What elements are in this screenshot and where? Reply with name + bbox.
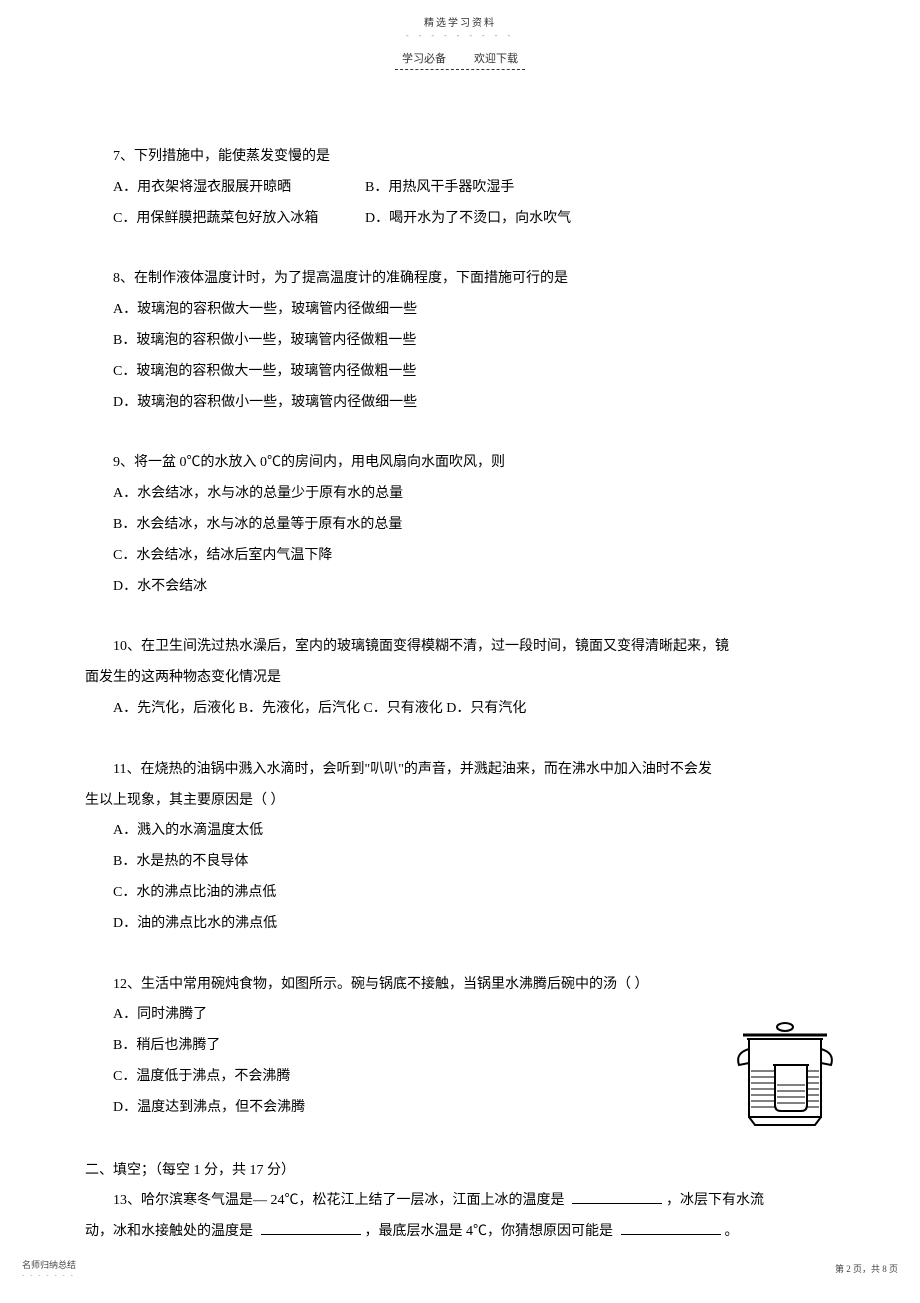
q8-stem: 8、在制作液体温度计时，为了提高温度计的准确程度，下面措施可行的是 bbox=[85, 264, 835, 295]
q12-opt-d: D．温度达到沸点，但不会沸腾 bbox=[85, 1093, 835, 1124]
fill-blank-1 bbox=[572, 1190, 662, 1204]
q8-opt-a: A．玻璃泡的容积做大一些，玻璃管内径做细一些 bbox=[85, 295, 835, 326]
q11-opt-d: D．油的沸点比水的沸点低 bbox=[85, 909, 835, 940]
q13-line1: 13、哈尔滨寒冬气温是— 24℃，松花江上结了一层冰，江面上冰的温度是 ，冰层下… bbox=[85, 1186, 835, 1217]
q12-opt-c: C．温度低于沸点，不会沸腾 bbox=[85, 1062, 835, 1093]
q10-stem-1: 10、在卫生间洗过热水澡后，室内的玻璃镜面变得模糊不清，过一段时间，镜面又变得清… bbox=[85, 632, 835, 663]
footer-left-main: 名师归纳总结 bbox=[22, 1258, 76, 1271]
header-sub-left: 学习必备 bbox=[402, 53, 446, 65]
q9-stem: 9、将一盆 0℃的水放入 0℃的房间内，用电风扇向水面吹风，则 bbox=[85, 448, 835, 479]
q11-opt-c: C．水的沸点比油的沸点低 bbox=[85, 878, 835, 909]
header-sub: 学习必备 欢迎下载 bbox=[0, 50, 920, 66]
fill-blank-2 bbox=[261, 1221, 361, 1235]
q13-p2c: 。 bbox=[725, 1224, 739, 1239]
q8-opt-c: C．玻璃泡的容积做大一些，玻璃管内径做粗一些 bbox=[85, 357, 835, 388]
fill-blank-3 bbox=[621, 1221, 721, 1235]
q10-opts: A．先汽化，后液化 B．先液化，后汽化 C．只有液化 D．只有汽化 bbox=[85, 694, 835, 725]
header-top: 精选学习资料 bbox=[0, 0, 920, 29]
footer-left-sub: - - - - - - - bbox=[22, 1271, 76, 1279]
footer-left: 名师归纳总结 - - - - - - - bbox=[22, 1258, 76, 1279]
q13-p2a: 动，冰和水接触处的温度是 bbox=[85, 1224, 257, 1239]
q12-stem: 12、生活中常用碗炖食物，如图所示。碗与锅底不接触，当锅里水沸腾后碗中的汤（ ） bbox=[85, 970, 835, 1001]
header-dots: - - - - - - - - - bbox=[0, 31, 920, 40]
q9-opt-b: B．水会结冰，水与冰的总量等于原有水的总量 bbox=[85, 510, 835, 541]
q8-opt-b: B．玻璃泡的容积做小一些，玻璃管内径做粗一些 bbox=[85, 326, 835, 357]
q12-opt-b: B．稍后也沸腾了 bbox=[85, 1031, 835, 1062]
q9-opt-a: A．水会结冰，水与冰的总量少于原有水的总量 bbox=[85, 479, 835, 510]
q9-opt-d: D．水不会结冰 bbox=[85, 572, 835, 603]
q7-opt-d: D．喝开水为了不烫口，向水吹气 bbox=[365, 204, 571, 235]
q13-p1b: ，冰层下有水流 bbox=[666, 1193, 764, 1208]
q9-opt-c: C．水会结冰，结冰后室内气温下降 bbox=[85, 541, 835, 572]
q8-opt-d: D．玻璃泡的容积做小一些，玻璃管内径做细一些 bbox=[85, 388, 835, 419]
q11-opt-a: A．溅入的水滴温度太低 bbox=[85, 816, 835, 847]
q13-p1a: 13、哈尔滨寒冬气温是— 24℃，松花江上结了一层冰，江面上冰的温度是 bbox=[113, 1193, 568, 1208]
q13-line2: 动，冰和水接触处的温度是 ，最底层水温是 4℃，你猜想原因可能是 。 bbox=[85, 1217, 835, 1248]
section2-title: 二、填空；（每空 1 分，共 17 分） bbox=[85, 1156, 835, 1187]
q7-opt-c: C．用保鲜膜把蔬菜包好放入冰箱 bbox=[85, 204, 365, 235]
q11-opt-b: B．水是热的不良导体 bbox=[85, 847, 835, 878]
header-sub-right: 欢迎下载 bbox=[474, 53, 518, 65]
q13-p2b: ，最底层水温是 4℃，你猜想原因可能是 bbox=[365, 1224, 617, 1239]
footer-right: 第 2 页，共 8 页 bbox=[835, 1262, 898, 1275]
pot-figure bbox=[725, 1015, 845, 1130]
q7-opt-b: B．用热风干手器吹湿手 bbox=[365, 173, 514, 204]
q12-opt-a: A．同时沸腾了 bbox=[85, 1000, 835, 1031]
q10-stem-2: 面发生的这两种物态变化情况是 bbox=[85, 663, 835, 694]
q11-stem-2: 生以上现象，其主要原因是（ ） bbox=[85, 786, 835, 817]
q7-stem: 7、下列措施中，能使蒸发变慢的是 bbox=[85, 142, 835, 173]
q11-stem-1: 11、在烧热的油锅中溅入水滴时，会听到"叭叭"的声音，并溅起油来，而在沸水中加入… bbox=[85, 755, 835, 786]
q7-opt-a: A．用衣架将湿衣服展开晾晒 bbox=[85, 173, 365, 204]
